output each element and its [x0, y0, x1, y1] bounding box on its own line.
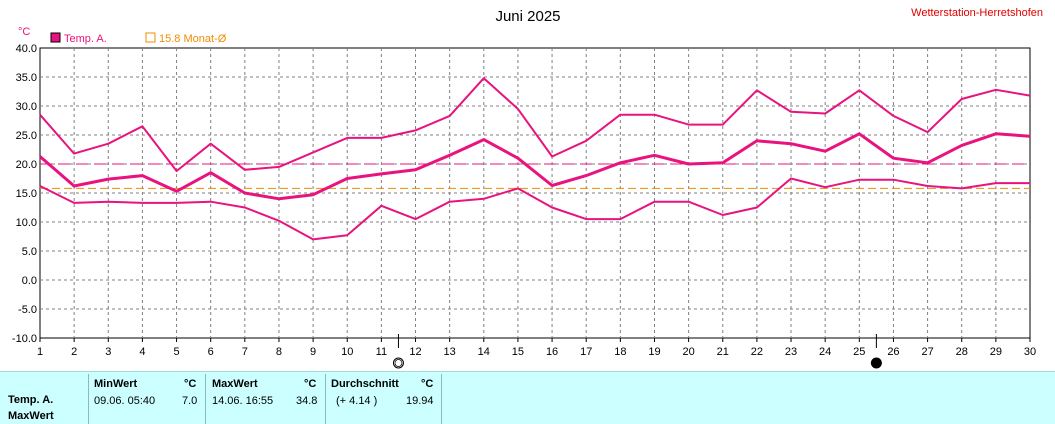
x-tick-label: 17: [580, 346, 592, 358]
x-tick-label: 15: [512, 346, 524, 358]
y-tick-label: -10.0: [12, 333, 37, 345]
min-header: MinWert: [94, 378, 138, 390]
series-line-min: [39, 177, 1030, 241]
divider: [441, 374, 442, 424]
y-tick-label: 40.0: [16, 43, 37, 55]
x-tick-label: 23: [785, 346, 797, 358]
x-tick-label: 25: [853, 346, 865, 358]
avg-unit: °C: [421, 378, 434, 390]
chart-title: Juni 2025: [495, 8, 560, 25]
moon-icon-inner: [394, 359, 403, 367]
temperature-chart: Juni 2025 Wetterstation-Herretshofen °C …: [12, 7, 1043, 369]
y-tick-label: 15.0: [16, 188, 37, 200]
y-tick-label: 20.0: [16, 159, 37, 171]
x-tick-label: 12: [409, 346, 421, 358]
x-tick-label: 5: [173, 346, 179, 358]
x-tick-label: 14: [478, 346, 490, 358]
x-tick-label: 24: [819, 346, 831, 358]
divider: [205, 374, 206, 424]
avg-header: Durchschnitt: [331, 378, 399, 390]
x-tick-label: 10: [341, 346, 353, 358]
y-axis-unit: °C: [18, 26, 30, 38]
x-tick-label: 2: [71, 346, 77, 358]
x-tick-label: 29: [990, 346, 1002, 358]
y-axis: -10.0 -5.0 0.0 5.0 10.0 15.0 20.0 25.0 30.0 35.0 4…: [12, 43, 37, 345]
legend: Temp. A. 15.8 Monat-Ø: [50, 32, 227, 45]
x-tick-label: 3: [105, 346, 111, 358]
series-line-mean: [39, 132, 1031, 201]
max-value: 34.8: [296, 395, 318, 407]
divider: [325, 374, 326, 424]
data-series: [39, 77, 1031, 241]
x-axis: 1 2 3 4 5 6 7 8 9 10 11 12 13 14 15 16 17 18 19 20 21 22 23 24 2…: [37, 338, 1036, 358]
x-tick-label: 27: [921, 346, 933, 358]
series-line-max: [39, 77, 1031, 172]
y-tick-label: 10.0: [16, 217, 37, 229]
reference-lines: [40, 163, 1030, 189]
min-when: 09.06. 05:40: [94, 395, 156, 407]
x-tick-label: 11: [376, 346, 387, 358]
x-tick-label: 18: [614, 346, 626, 358]
y-tick-label: 0.0: [22, 275, 37, 287]
max-when: 14.06. 16:55: [212, 395, 274, 407]
x-tick-label: 22: [751, 346, 763, 358]
x-tick-label: 26: [887, 346, 899, 358]
legend-label-month-avg: 15.8 Monat-Ø: [159, 33, 227, 45]
stats-panel: Temp. A. MaxWert MinWert °C 09.06. 05:40…: [0, 371, 1055, 424]
legend-swatch-temp: [50, 32, 61, 43]
x-tick-label: 16: [546, 346, 558, 358]
x-tick-label: 1: [37, 346, 43, 358]
moon-phases: [392, 334, 882, 369]
divider: [88, 374, 89, 424]
x-tick-label: 21: [717, 346, 729, 358]
y-tick-label: 25.0: [16, 130, 37, 142]
max-header: MaxWert: [212, 378, 258, 390]
new-moon-icon: [870, 357, 882, 369]
legend-swatch-month-avg: [145, 32, 156, 43]
stats-row-label: Temp. A.: [8, 394, 54, 406]
y-tick-label: 5.0: [22, 246, 37, 258]
x-tick-label: 8: [276, 346, 282, 358]
station-name: Wetterstation-Herretshofen: [911, 7, 1043, 19]
max-unit: °C: [304, 378, 317, 390]
y-tick-label: 35.0: [16, 72, 37, 84]
y-tick-label: 30.0: [16, 101, 37, 113]
x-tick-label: 7: [242, 346, 248, 358]
y-tick-label: -5.0: [18, 304, 37, 316]
x-tick-label: 9: [310, 346, 316, 358]
x-tick-label: 30: [1024, 346, 1036, 358]
avg-value: 19.94: [406, 395, 434, 407]
x-tick-label: 6: [208, 346, 214, 358]
min-unit: °C: [184, 378, 197, 390]
grid: [39, 47, 1031, 339]
x-tick-label: 19: [648, 346, 660, 358]
min-value: 7.0: [182, 395, 198, 407]
x-tick-label: 20: [682, 346, 694, 358]
legend-label-temp: Temp. A.: [64, 33, 107, 45]
stats-row-sublabel: MaxWert: [8, 410, 54, 422]
avg-delta: (+ 4.14 ): [336, 395, 378, 407]
x-tick-label: 13: [444, 346, 456, 358]
x-tick-label: 4: [139, 346, 145, 358]
x-tick-label: 28: [956, 346, 968, 358]
